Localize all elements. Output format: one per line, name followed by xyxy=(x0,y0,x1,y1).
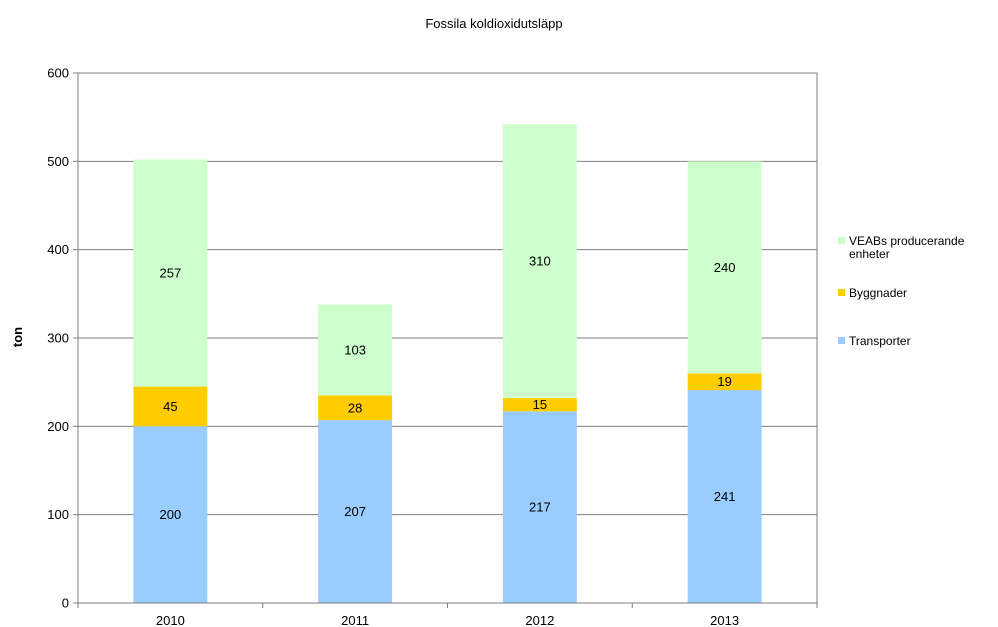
y-tick-label: 500 xyxy=(47,154,69,169)
bar-segment xyxy=(502,411,577,603)
data-label: 200 xyxy=(160,507,182,522)
legend-label: Byggnader xyxy=(849,286,907,300)
bar-segment xyxy=(318,395,393,421)
bar-segment xyxy=(687,390,762,603)
x-tick-label: 2010 xyxy=(156,613,185,627)
legend-label: enheter xyxy=(849,247,890,261)
bar-segment xyxy=(133,386,208,427)
bar-segment xyxy=(133,426,208,603)
bar-segment xyxy=(133,159,208,387)
y-tick-labels: 0 100 200 300 400 500 600 xyxy=(47,66,69,611)
bar-segment xyxy=(502,124,577,399)
data-label: 257 xyxy=(160,266,182,281)
y-tick-label: 300 xyxy=(47,331,69,346)
x-tick-label: 2011 xyxy=(341,613,369,627)
data-labels: 200 45 257 207 28 103 217 15 310 241 19 240 xyxy=(160,254,736,523)
legend-label: Transporter xyxy=(849,334,911,348)
y-tick-label: 200 xyxy=(47,419,69,434)
data-label: 217 xyxy=(529,500,551,515)
y-axis-label: ton xyxy=(10,327,25,347)
bar-segment xyxy=(502,398,577,412)
data-label: 310 xyxy=(529,254,551,269)
data-label: 207 xyxy=(344,504,366,519)
data-label: 15 xyxy=(533,397,547,412)
data-label: 240 xyxy=(714,260,736,275)
y-tick-label: 0 xyxy=(62,596,69,611)
data-label: 103 xyxy=(344,342,366,357)
bar-segment xyxy=(318,304,393,396)
bars xyxy=(133,124,762,603)
y-tick-label: 100 xyxy=(47,507,69,522)
bar-segment xyxy=(318,420,393,603)
legend-swatch xyxy=(838,337,845,344)
data-label: 19 xyxy=(717,374,731,389)
bar-segment xyxy=(687,373,762,391)
x-tick-label: 2013 xyxy=(710,613,739,627)
bar-segment xyxy=(687,161,762,374)
legend-label: VEABs producerande xyxy=(849,234,965,248)
data-label: 241 xyxy=(714,489,736,504)
legend-swatch xyxy=(838,237,845,244)
y-tick-label: 400 xyxy=(47,242,69,257)
data-label: 28 xyxy=(348,400,362,415)
chart-title: Fossila koldioxidutsläpp xyxy=(425,16,562,31)
data-label: 45 xyxy=(163,399,177,414)
x-tick-labels: 2010 2011 2012 2013 xyxy=(156,613,739,627)
y-tick-label: 600 xyxy=(47,66,69,81)
legend-swatch xyxy=(838,289,845,296)
x-tick-label: 2012 xyxy=(525,613,554,627)
axes xyxy=(73,72,818,608)
